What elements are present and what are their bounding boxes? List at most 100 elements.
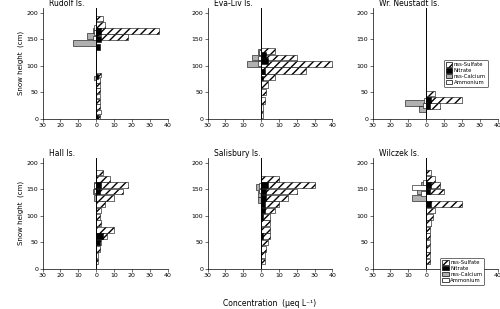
- Bar: [96, 94, 100, 99]
- Legend: nss-Sulfate, Nitrate, nss-Calcium, Ammonium: nss-Sulfate, Nitrate, nss-Calcium, Ammon…: [440, 258, 484, 285]
- Bar: [426, 201, 462, 207]
- Bar: [96, 44, 100, 50]
- Bar: [261, 74, 276, 80]
- Bar: [96, 110, 102, 114]
- Bar: [260, 189, 261, 193]
- Bar: [258, 191, 261, 197]
- Bar: [96, 239, 102, 245]
- Bar: [96, 35, 128, 40]
- Bar: [261, 195, 288, 201]
- Bar: [96, 83, 100, 88]
- Bar: [261, 201, 264, 207]
- Bar: [426, 170, 432, 176]
- Text: Concentration  (μeq L⁻¹): Concentration (μeq L⁻¹): [224, 299, 316, 308]
- Text: Eva-Liv Is.: Eva-Liv Is.: [214, 0, 252, 8]
- Bar: [261, 112, 263, 118]
- Bar: [422, 180, 426, 185]
- Bar: [96, 28, 102, 35]
- Bar: [426, 103, 440, 109]
- Bar: [261, 214, 263, 220]
- Y-axis label: Snow height  (cm): Snow height (cm): [18, 181, 24, 245]
- Bar: [261, 182, 314, 188]
- Bar: [92, 36, 96, 40]
- Bar: [261, 69, 264, 74]
- Bar: [422, 103, 426, 108]
- Bar: [261, 81, 268, 88]
- Bar: [94, 25, 96, 30]
- Bar: [426, 97, 462, 103]
- Bar: [412, 185, 426, 190]
- Bar: [261, 214, 270, 220]
- Bar: [96, 233, 107, 239]
- Bar: [426, 259, 430, 264]
- Bar: [261, 195, 266, 201]
- Bar: [73, 40, 96, 45]
- Bar: [417, 189, 426, 194]
- Bar: [419, 107, 426, 112]
- Bar: [96, 201, 105, 207]
- Bar: [426, 214, 433, 220]
- Bar: [426, 246, 430, 252]
- Bar: [261, 61, 332, 67]
- Bar: [94, 189, 96, 193]
- Bar: [426, 208, 435, 214]
- Bar: [94, 30, 96, 35]
- Bar: [261, 176, 279, 182]
- Bar: [426, 189, 444, 194]
- Bar: [261, 208, 276, 214]
- Bar: [96, 233, 103, 239]
- Bar: [261, 239, 268, 245]
- Bar: [412, 195, 426, 201]
- Bar: [258, 56, 261, 60]
- Bar: [426, 103, 430, 109]
- Bar: [426, 233, 430, 239]
- Text: Hall Is.: Hall Is.: [49, 149, 75, 158]
- Bar: [96, 88, 100, 93]
- Bar: [424, 98, 426, 103]
- Bar: [261, 58, 268, 64]
- Bar: [96, 195, 114, 201]
- Bar: [96, 208, 102, 214]
- Bar: [96, 16, 103, 21]
- Bar: [96, 189, 100, 194]
- Bar: [261, 227, 270, 233]
- Bar: [426, 189, 430, 194]
- Bar: [404, 100, 426, 106]
- Bar: [92, 189, 96, 194]
- Bar: [426, 97, 432, 103]
- Bar: [261, 182, 268, 188]
- Bar: [261, 67, 306, 74]
- Bar: [261, 88, 266, 95]
- Bar: [426, 182, 432, 188]
- Bar: [261, 76, 263, 80]
- Bar: [94, 195, 96, 201]
- Text: Rudolf Is.: Rudolf Is.: [49, 0, 84, 8]
- Bar: [261, 233, 263, 239]
- Bar: [420, 182, 426, 188]
- Bar: [260, 183, 261, 188]
- Bar: [261, 97, 264, 104]
- Bar: [96, 182, 128, 188]
- Bar: [258, 49, 261, 54]
- Bar: [96, 36, 102, 42]
- Bar: [96, 22, 105, 28]
- Bar: [96, 259, 98, 264]
- Bar: [96, 182, 102, 188]
- Text: Wilczek Is.: Wilczek Is.: [379, 149, 419, 158]
- Bar: [426, 227, 430, 233]
- Bar: [252, 55, 261, 60]
- Bar: [426, 176, 435, 182]
- Bar: [426, 239, 430, 245]
- Bar: [96, 176, 110, 182]
- Bar: [96, 74, 98, 79]
- Legend: nss-Sulfate, Nitrate, nss-Calcium, Ammonium: nss-Sulfate, Nitrate, nss-Calcium, Ammon…: [444, 60, 488, 87]
- Bar: [261, 208, 264, 214]
- Bar: [261, 220, 270, 226]
- Bar: [261, 52, 266, 58]
- Bar: [92, 28, 96, 33]
- Bar: [94, 182, 96, 188]
- Bar: [261, 104, 263, 111]
- Bar: [94, 183, 96, 188]
- Bar: [96, 78, 100, 83]
- Bar: [261, 233, 270, 239]
